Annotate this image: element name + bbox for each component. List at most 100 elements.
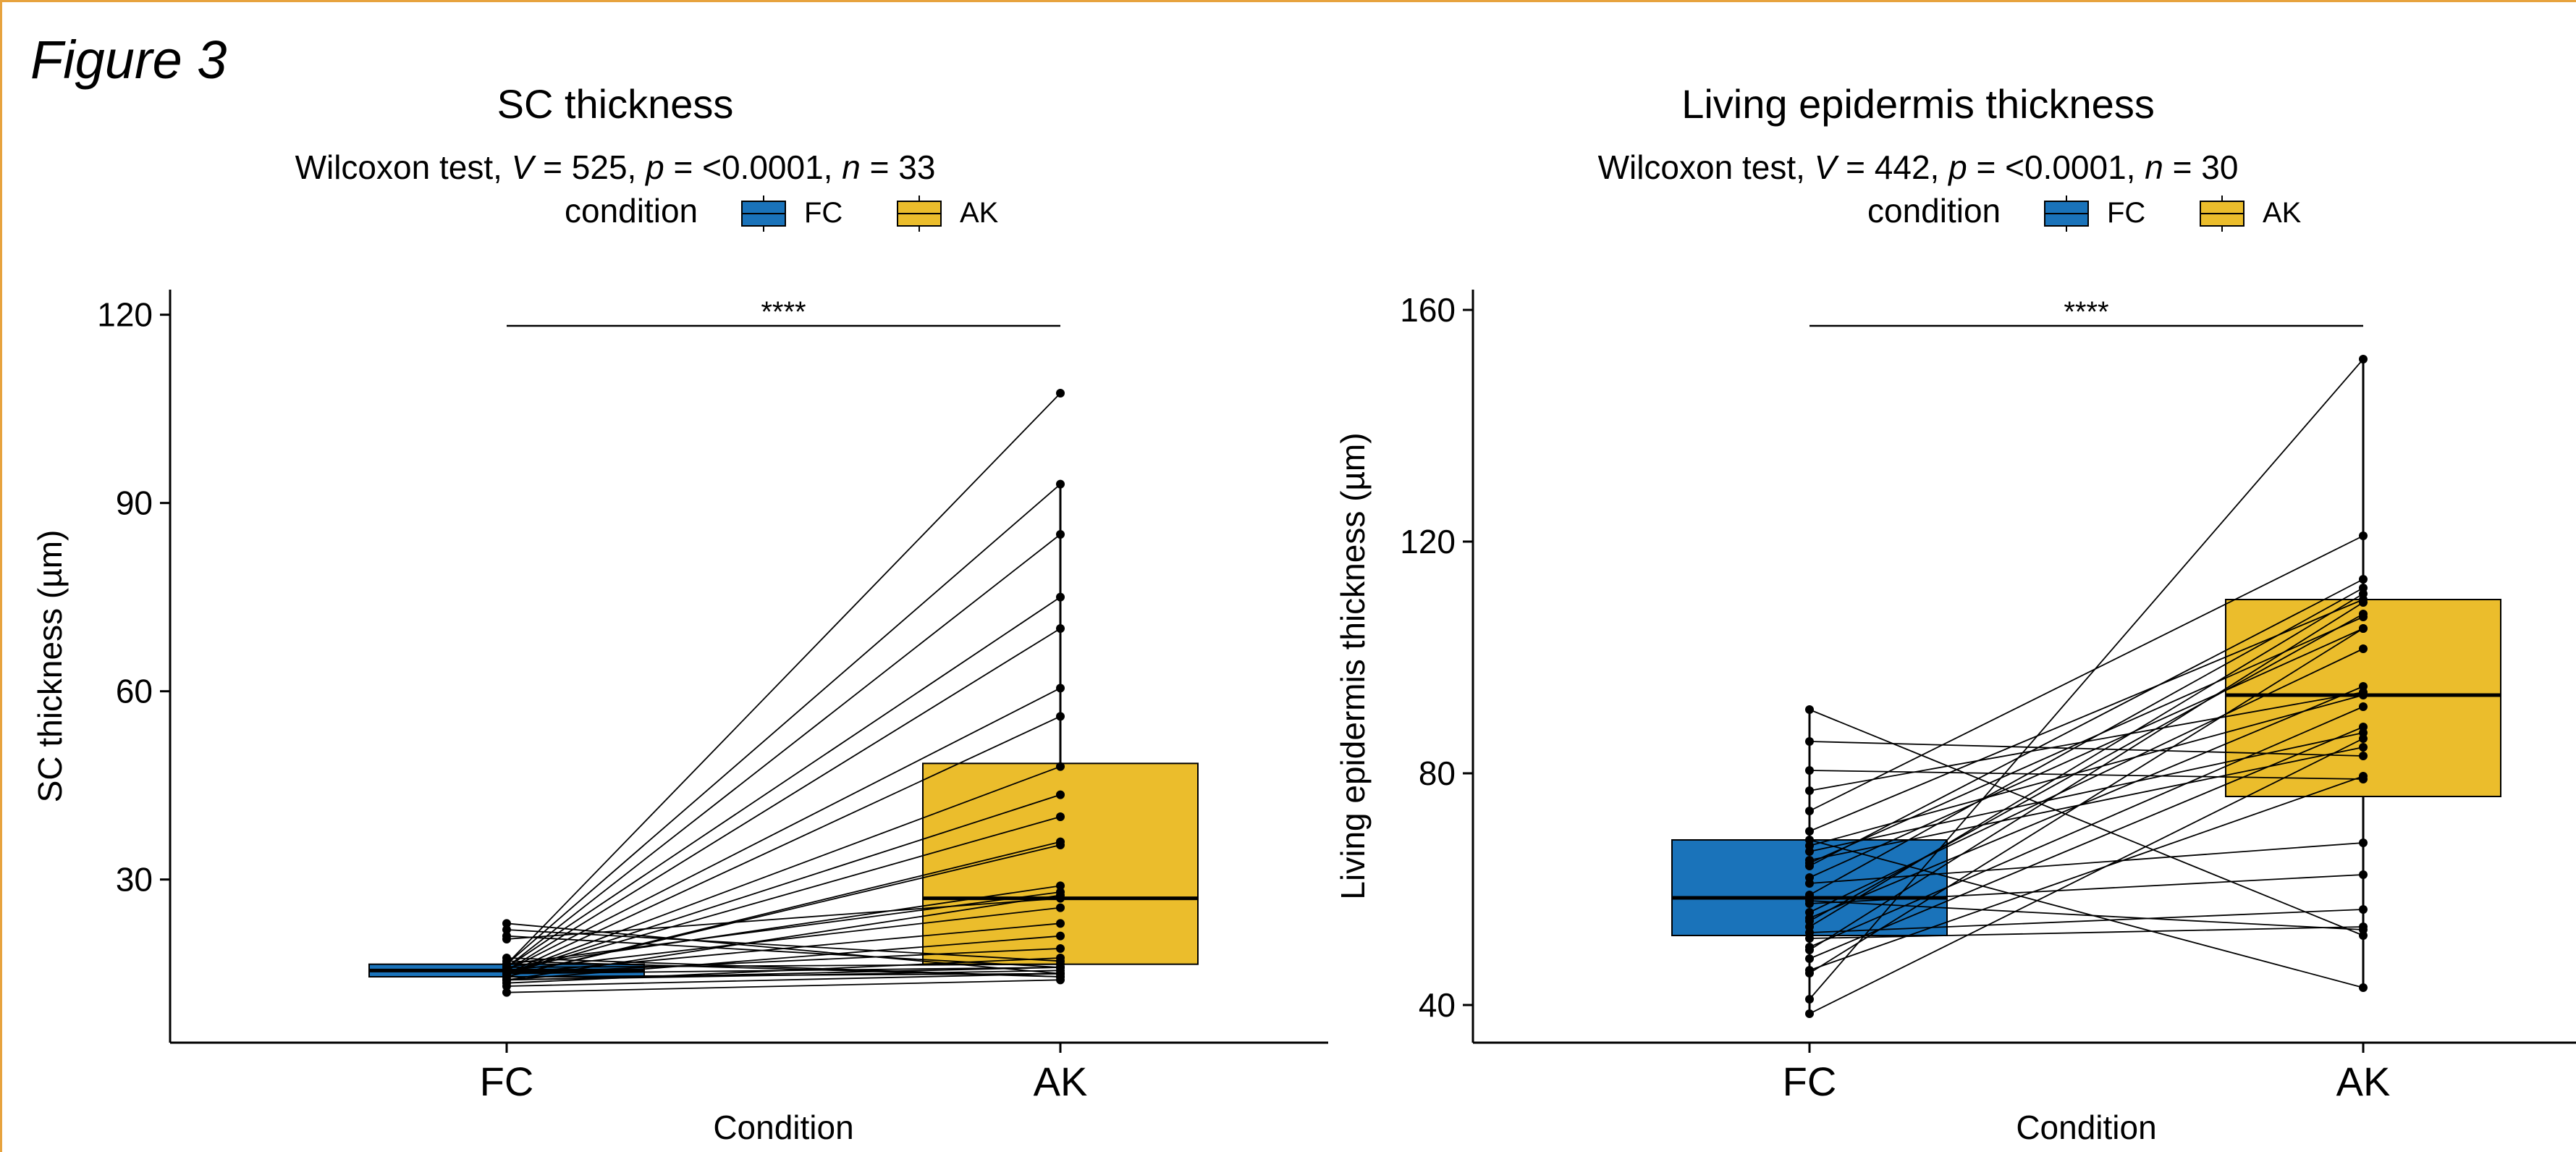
y-tick-label: 120: [1400, 523, 1456, 560]
legend-title: condition: [565, 192, 698, 230]
point-AK: [1056, 931, 1065, 941]
point-FC: [1805, 827, 1814, 836]
pair-line: [506, 897, 1061, 940]
pair-line: [1809, 535, 2364, 812]
point-AK: [2359, 691, 2368, 699]
point-AK: [1056, 963, 1065, 972]
chart-panel-2: Living epidermis thickness Wilcoxon test,…: [1334, 81, 2576, 1146]
y-tick-label: 120: [97, 296, 153, 334]
point-AK: [2359, 838, 2368, 847]
point-AK: [1056, 592, 1065, 602]
point-AK: [1056, 684, 1065, 693]
pair-line: [1809, 694, 2364, 846]
subtitle-part-6: = 33: [861, 148, 936, 186]
y-tick-label: 60: [116, 673, 153, 710]
point-AK: [1056, 954, 1065, 962]
pair-line: [506, 967, 1061, 975]
chart-subtitle: Wilcoxon test, V = 442, p = <0.0001, n =…: [1598, 148, 2239, 186]
pair-line: [1809, 770, 2364, 780]
pair-line: [506, 885, 1061, 968]
point-AK: [1056, 624, 1065, 633]
paired-lines: [1809, 358, 2364, 1014]
pair-line: [1809, 599, 2364, 832]
subtitle-part-5: n: [842, 148, 861, 186]
point-FC: [1805, 954, 1814, 963]
point-AK: [1056, 712, 1065, 721]
y-tick-label: 40: [1419, 986, 1456, 1024]
point-FC: [1805, 737, 1814, 746]
pair-line: [1809, 741, 2364, 757]
point-AK: [2359, 613, 2368, 621]
point-AK: [2359, 575, 2368, 584]
chart-title: SC thickness: [497, 81, 734, 127]
pair-line: [506, 929, 1061, 962]
point-FC: [502, 925, 511, 934]
pair-line: [506, 392, 1061, 965]
subtitle-part-1: V: [1815, 148, 1840, 186]
pair-line: [1809, 587, 2364, 896]
subtitle-part-2: = 525,: [533, 148, 646, 186]
pair-line: [506, 960, 1061, 977]
pair-line: [1809, 926, 2364, 939]
point-AK: [2359, 598, 2368, 607]
point-AK: [2359, 682, 2368, 691]
point-AK: [2359, 644, 2368, 653]
pair-line: [506, 765, 1061, 975]
pair-line: [506, 687, 1061, 972]
pair-line: [506, 628, 1061, 972]
subtitle-part-4: = <0.0001,: [664, 148, 843, 186]
legend: condition FC AK: [1867, 192, 2302, 232]
pair-line: [1809, 648, 2364, 913]
significance-label: ****: [2064, 296, 2108, 328]
x-axis-label: Condition: [713, 1109, 853, 1146]
y-tick-label: 30: [116, 861, 153, 899]
point-AK: [2359, 589, 2368, 598]
x-tick-label: AK: [1034, 1059, 1088, 1104]
legend-label-AK: AK: [960, 197, 999, 229]
point-FC: [502, 919, 511, 928]
data-points: [1805, 355, 2368, 1018]
pair-line: [1809, 613, 2364, 922]
point-AK: [2359, 702, 2368, 711]
pair-line: [1809, 842, 2364, 884]
pair-line: [506, 948, 1061, 975]
point-AK: [2359, 723, 2368, 731]
point-AK: [1056, 944, 1065, 953]
point-AK: [1056, 389, 1065, 398]
point-AK: [1056, 812, 1065, 821]
pair-line: [506, 963, 1061, 968]
pair-line: [1809, 900, 2364, 930]
pair-line: [506, 534, 1061, 968]
point-FC: [502, 988, 511, 997]
point-AK: [1056, 891, 1065, 900]
pair-line: [1809, 593, 2364, 928]
pair-line: [1809, 706, 2364, 948]
point-FC: [1805, 934, 1814, 943]
figure-label: Figure 3: [30, 30, 227, 90]
subtitle-part-0: Wilcoxon test,: [295, 148, 512, 186]
subtitle-part-1: V: [512, 148, 537, 186]
pair-line: [1809, 686, 2364, 919]
point-AK: [2359, 752, 2368, 760]
pair-line: [1809, 358, 2364, 1000]
subtitle-part-2: = 442,: [1836, 148, 1948, 186]
point-AK: [2359, 743, 2368, 752]
point-FC: [1805, 766, 1814, 775]
data-points: [502, 389, 1065, 997]
point-AK: [2359, 734, 2368, 743]
point-FC: [1805, 946, 1814, 954]
pair-line: [1809, 628, 2364, 974]
pair-line: [1809, 839, 2364, 988]
y-axis-label: Living epidermis thickness (µm): [1334, 432, 1372, 899]
point-AK: [1056, 790, 1065, 799]
point-FC: [502, 982, 511, 991]
legend-label-AK: AK: [2263, 197, 2302, 229]
point-FC: [1805, 995, 1814, 1004]
y-tick-label: 90: [116, 484, 153, 522]
point-AK: [2359, 925, 2368, 934]
pair-line: [1809, 732, 2364, 852]
legend: condition FC AK: [565, 192, 999, 232]
point-AK: [1056, 479, 1065, 489]
subtitle-part-6: = 30: [2163, 148, 2239, 186]
point-FC: [1805, 859, 1814, 867]
